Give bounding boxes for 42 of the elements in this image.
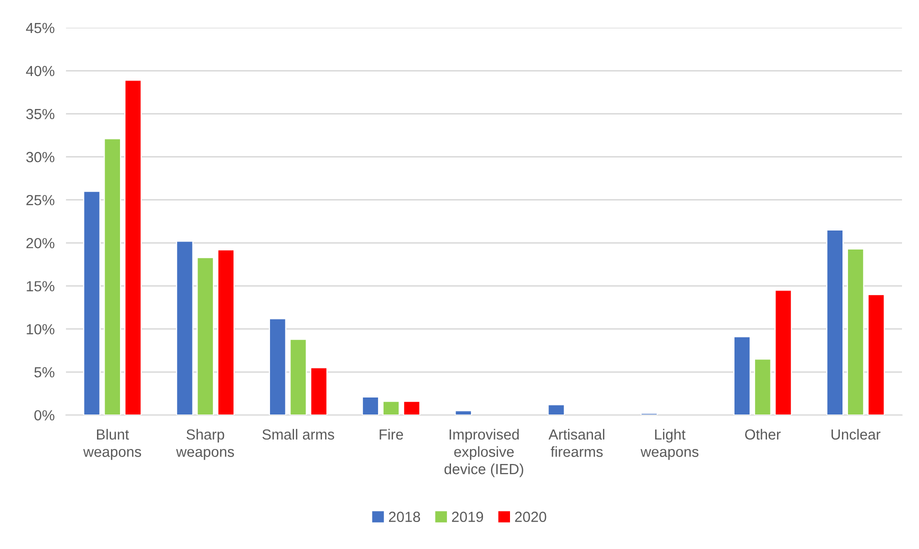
bar [104, 138, 122, 416]
bar [867, 294, 885, 416]
y-tick-label: 20% [26, 238, 54, 248]
bar [733, 336, 751, 416]
y-tick-label: 15% [26, 281, 54, 292]
bar [548, 404, 565, 416]
x-tick-label: Blunt weapons [83, 428, 142, 460]
x-tick-label: Unclear [832, 428, 880, 440]
legend-label: 2019 [452, 512, 484, 522]
bar [83, 190, 100, 416]
y-tick-label: 30% [26, 152, 54, 162]
x-tick-label: Other [745, 428, 781, 440]
bar [217, 249, 235, 416]
bar [196, 256, 214, 416]
x-tick-label: Small arms [262, 428, 334, 440]
y-tick-label: 45% [26, 22, 54, 34]
bar [124, 80, 142, 416]
x-tick-label: Sharp weapons [176, 428, 234, 460]
x-tick-label: Fire [380, 428, 404, 440]
y-tick-label: 25% [26, 194, 54, 206]
y-tick-label: 10% [26, 324, 54, 334]
bar [290, 338, 307, 416]
y-tick-label: 5% [34, 367, 54, 378]
x-tick-label: Light weapons [640, 428, 698, 460]
bar [826, 229, 844, 416]
bar [176, 240, 194, 416]
y-tick-label: 40% [26, 66, 54, 76]
bar [310, 367, 328, 416]
bar [454, 410, 472, 416]
bar [382, 400, 400, 416]
legend-label: 2018 [388, 512, 420, 522]
bar [403, 400, 420, 416]
y-tick-label: 0% [34, 410, 54, 420]
bar [774, 290, 792, 416]
y-tick-label: 35% [26, 108, 54, 120]
legend-label: 2020 [515, 512, 546, 522]
bar [268, 318, 286, 416]
x-tick-label: Artisanal firearms [548, 428, 604, 457]
bar [362, 396, 380, 416]
x-tick-label: Improvised explosive device (IED) [444, 428, 524, 478]
bar [846, 248, 864, 416]
bar [754, 358, 772, 416]
